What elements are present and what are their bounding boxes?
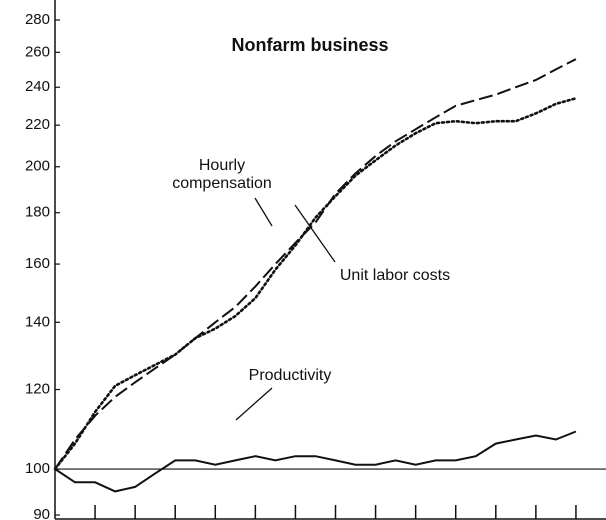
y-tick-label: 100 — [25, 460, 50, 477]
y-tick-label: 140 — [25, 313, 50, 330]
leader-line — [235, 387, 273, 421]
y-tick-label: 120 — [25, 381, 50, 398]
y-tick-label: 180 — [25, 204, 50, 221]
leader-line — [254, 197, 273, 227]
y-tick-label: 240 — [25, 78, 50, 95]
annotation: Productivity — [249, 367, 332, 384]
series-line — [53, 97, 578, 471]
y-tick-label: 200 — [25, 158, 50, 175]
leader-line — [294, 204, 336, 263]
series-line — [54, 58, 577, 470]
y-tick-label: 280 — [25, 11, 50, 28]
chart-title: Nonfarm business — [231, 35, 388, 55]
y-tick-label: 90 — [33, 506, 50, 520]
series-line — [54, 430, 577, 493]
annotation: Unit labor costs — [340, 267, 450, 284]
annotation: Hourly compensation — [172, 157, 272, 192]
y-tick-label: 160 — [25, 255, 50, 272]
y-tick-label: 220 — [25, 116, 50, 133]
y-tick-label: 260 — [25, 43, 50, 60]
